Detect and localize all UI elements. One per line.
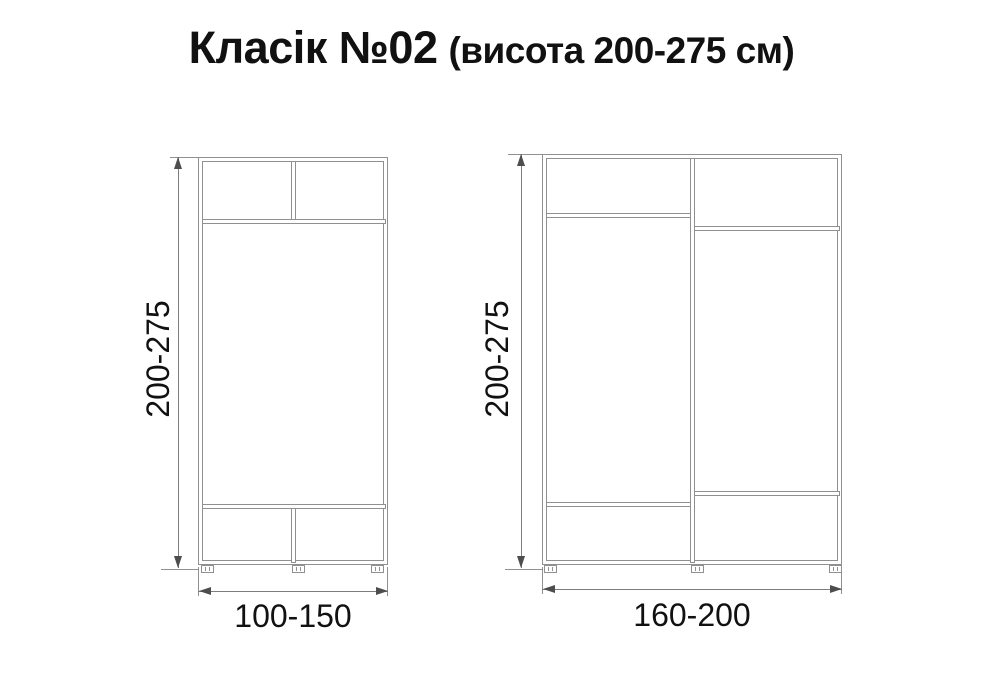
wardrobe-left-top-divider-panel <box>291 161 296 220</box>
arrow-down-icon <box>517 556 525 568</box>
wardrobe-left-top-shelf-panel <box>202 219 386 224</box>
arrow-left-icon <box>199 587 211 595</box>
wardrobe-left-bottom-divider-panel <box>291 508 296 563</box>
right-height-bottom-extension-line <box>505 569 542 570</box>
title-sub: (висота 200-275 см) <box>448 30 795 71</box>
right-height-label: 200-275 <box>479 300 515 418</box>
left-width-label: 100-150 <box>234 598 352 634</box>
wardrobe-right-leftside-bottom-shelf-panel <box>546 502 691 507</box>
left-height-top-extension-line <box>170 157 198 158</box>
right-width-dimension-line <box>542 589 842 590</box>
wardrobe-right-diagram <box>542 154 842 565</box>
adjustable-foot <box>292 565 305 573</box>
left-width-left-extension-line <box>198 567 199 596</box>
left-height-dimension-line <box>178 157 179 568</box>
right-width-right-extension-line <box>841 567 842 594</box>
arrow-left-icon <box>543 585 555 593</box>
arrow-up-icon <box>174 157 182 169</box>
adjustable-foot <box>371 565 384 573</box>
arrow-up-icon <box>517 154 525 166</box>
left-height-bottom-extension-line <box>161 569 198 570</box>
right-height-dimension-line <box>521 154 522 568</box>
page-title: Класік №02 (висота 200-275 см) <box>0 22 983 74</box>
wardrobe-right-rightside-top-shelf-panel <box>694 226 840 231</box>
wardrobe-left-diagram <box>198 157 388 565</box>
arrow-down-icon <box>174 556 182 568</box>
wardrobe-right-middle-divider-panel <box>690 158 695 563</box>
left-width-dimension-line <box>198 591 388 592</box>
adjustable-foot <box>201 565 214 573</box>
arrow-right-icon <box>376 587 388 595</box>
arrow-right-icon <box>830 585 842 593</box>
title-main: Класік №02 <box>188 22 438 73</box>
right-width-left-extension-line <box>542 567 543 594</box>
right-width-label: 160-200 <box>633 597 751 633</box>
adjustable-foot <box>544 565 557 573</box>
left-width-right-extension-line <box>387 567 388 596</box>
left-height-label: 200-275 <box>140 300 176 418</box>
wardrobe-right-rightside-bottom-shelf-panel <box>694 491 840 496</box>
adjustable-foot <box>691 565 704 573</box>
right-height-top-extension-line <box>508 154 542 155</box>
wardrobe-right-leftside-top-shelf-panel <box>546 213 691 218</box>
